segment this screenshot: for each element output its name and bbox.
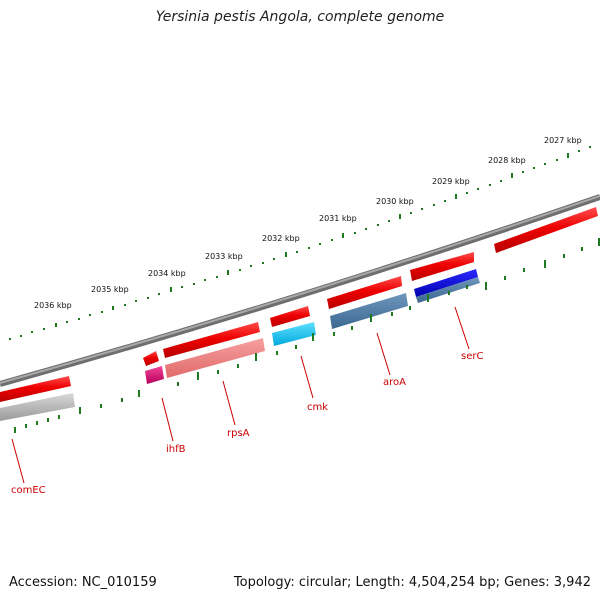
scale-label: 2031 kbp xyxy=(319,214,357,223)
gene-label-serC: serC xyxy=(461,351,483,362)
gene-feature xyxy=(165,338,265,378)
genome-backbone xyxy=(0,194,600,387)
scale-label: 2036 kbp xyxy=(34,301,72,310)
scale-label: 2028 kbp xyxy=(488,156,526,165)
outer-scale-ticks xyxy=(9,146,591,340)
gene-feature xyxy=(0,376,71,402)
gene-feature xyxy=(0,393,75,421)
accession-text: Accession: NC_010159 xyxy=(9,575,157,590)
scale-label: 2032 kbp xyxy=(262,234,300,243)
gene-label-comEC: comEC xyxy=(11,485,46,496)
scale-label: 2030 kbp xyxy=(376,197,414,206)
gene-feature xyxy=(145,366,164,384)
map-title: Yersinia pestis Angola, complete genome xyxy=(155,9,445,25)
gene-feature xyxy=(410,252,474,281)
gene-label-cmk: cmk xyxy=(307,402,328,413)
gene-label-rpsA: rpsA xyxy=(227,428,250,439)
label-leaders xyxy=(11,306,470,484)
scale-label: 2027 kbp xyxy=(544,136,582,145)
scale-labels: 2027 kbp 2028 kbp 2029 kbp 2030 kbp 2031… xyxy=(34,136,582,310)
gene-label-aroA: aroA xyxy=(383,377,406,388)
scale-label: 2029 kbp xyxy=(432,177,470,186)
scale-label: 2034 kbp xyxy=(148,269,186,278)
topology-text: Topology: circular; Length: 4,504,254 bp… xyxy=(233,575,591,590)
scale-label: 2033 kbp xyxy=(205,252,243,261)
gene-feature xyxy=(272,322,316,346)
forward-genes xyxy=(0,207,598,402)
gene-feature xyxy=(494,207,598,253)
scale-label: 2035 kbp xyxy=(91,285,129,294)
gene-feature xyxy=(327,276,402,309)
gene-feature xyxy=(270,306,310,327)
gene-feature xyxy=(163,322,260,358)
gene-feature xyxy=(414,269,478,297)
gene-feature xyxy=(330,293,408,329)
gene-labels: serC aroA cmk rpsA ihfB comEC xyxy=(11,351,483,496)
cog-ring xyxy=(0,269,480,421)
inner-scale-ticks xyxy=(14,238,600,433)
gene-label-ihfB: ihfB xyxy=(166,444,186,455)
gene-feature xyxy=(143,351,159,366)
gene-feature xyxy=(416,277,480,303)
